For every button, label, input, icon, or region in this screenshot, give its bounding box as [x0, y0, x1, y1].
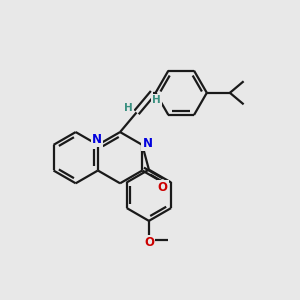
Text: H: H — [124, 103, 133, 113]
Text: O: O — [158, 181, 168, 194]
Text: N: N — [92, 133, 102, 146]
Text: O: O — [144, 236, 154, 249]
Text: N: N — [142, 137, 152, 150]
Text: H: H — [152, 95, 161, 105]
